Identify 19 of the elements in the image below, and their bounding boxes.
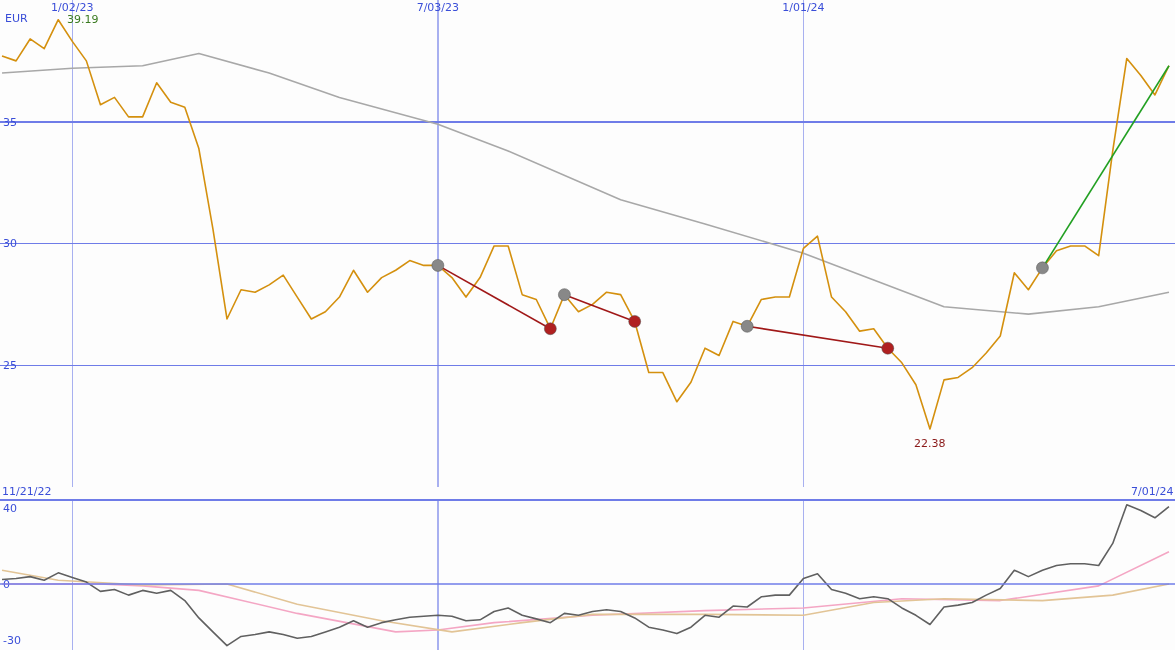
line-series	[1, 503, 1170, 647]
y-tick-label: -30	[3, 634, 21, 648]
x-tick-label: 1/01/24	[782, 0, 825, 14]
point	[1036, 261, 1049, 275]
x-tick-label: 1/02/23	[51, 0, 94, 14]
line-series	[1, 52, 1170, 315]
point	[431, 259, 445, 272]
point	[628, 315, 641, 328]
annotation: 7/01/24	[1131, 485, 1174, 498]
y-axis-title: EUR	[5, 12, 28, 25]
point	[544, 322, 557, 335]
point	[558, 288, 571, 301]
annotation: 22.38	[914, 437, 946, 450]
y-tick-label: 40	[3, 502, 17, 516]
x-tick-label: 7/03/23	[416, 0, 460, 14]
annotation: 39.19	[67, 13, 99, 26]
annotation: 11/21/22	[2, 485, 52, 498]
point	[881, 341, 895, 355]
point	[740, 320, 754, 333]
